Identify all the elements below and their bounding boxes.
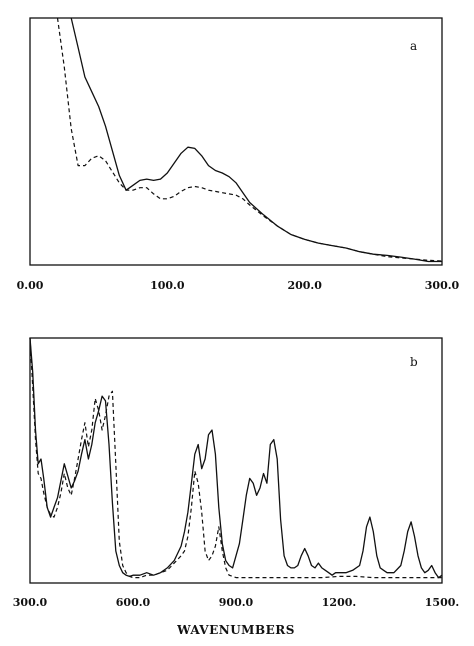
panel-b-traces [29,337,443,579]
panel-b-solid-trace [29,337,443,579]
x-tick-label: 0.00 [17,279,44,292]
panel-b-frame [29,337,443,584]
x-tick-label: 900.0 [219,596,254,609]
x-tick-label: 600.0 [116,596,151,609]
panel-a-solid-trace [70,17,442,263]
panel-a: a 0.00 100.0 200.0 300.0 [17,17,460,292]
panel-a-dashed-trace [56,17,443,262]
x-tick-label: 300.0 [425,279,460,292]
panel-a-label: a [410,39,417,53]
panel-a-frame [29,17,443,266]
panel-b-dashed-trace [29,337,442,579]
panel-a-traces [56,17,443,263]
panel-b-x-ticks: 300.0 600.0 900.0 1200. 1500. [13,596,459,609]
panel-b: b 300.0 600.0 900.0 1200. 1500. [13,337,459,609]
x-tick-label: 300.0 [13,596,48,609]
panel-b-label: b [410,355,418,369]
x-tick-label: 100.0 [150,279,185,292]
x-tick-label: 1200. [322,596,356,609]
x-tick-label: 200.0 [287,279,322,292]
panel-a-x-ticks: 0.00 100.0 200.0 300.0 [17,279,460,292]
x-axis-label: WAVENUMBERS [176,623,295,637]
x-tick-label: 1500. [425,596,459,609]
